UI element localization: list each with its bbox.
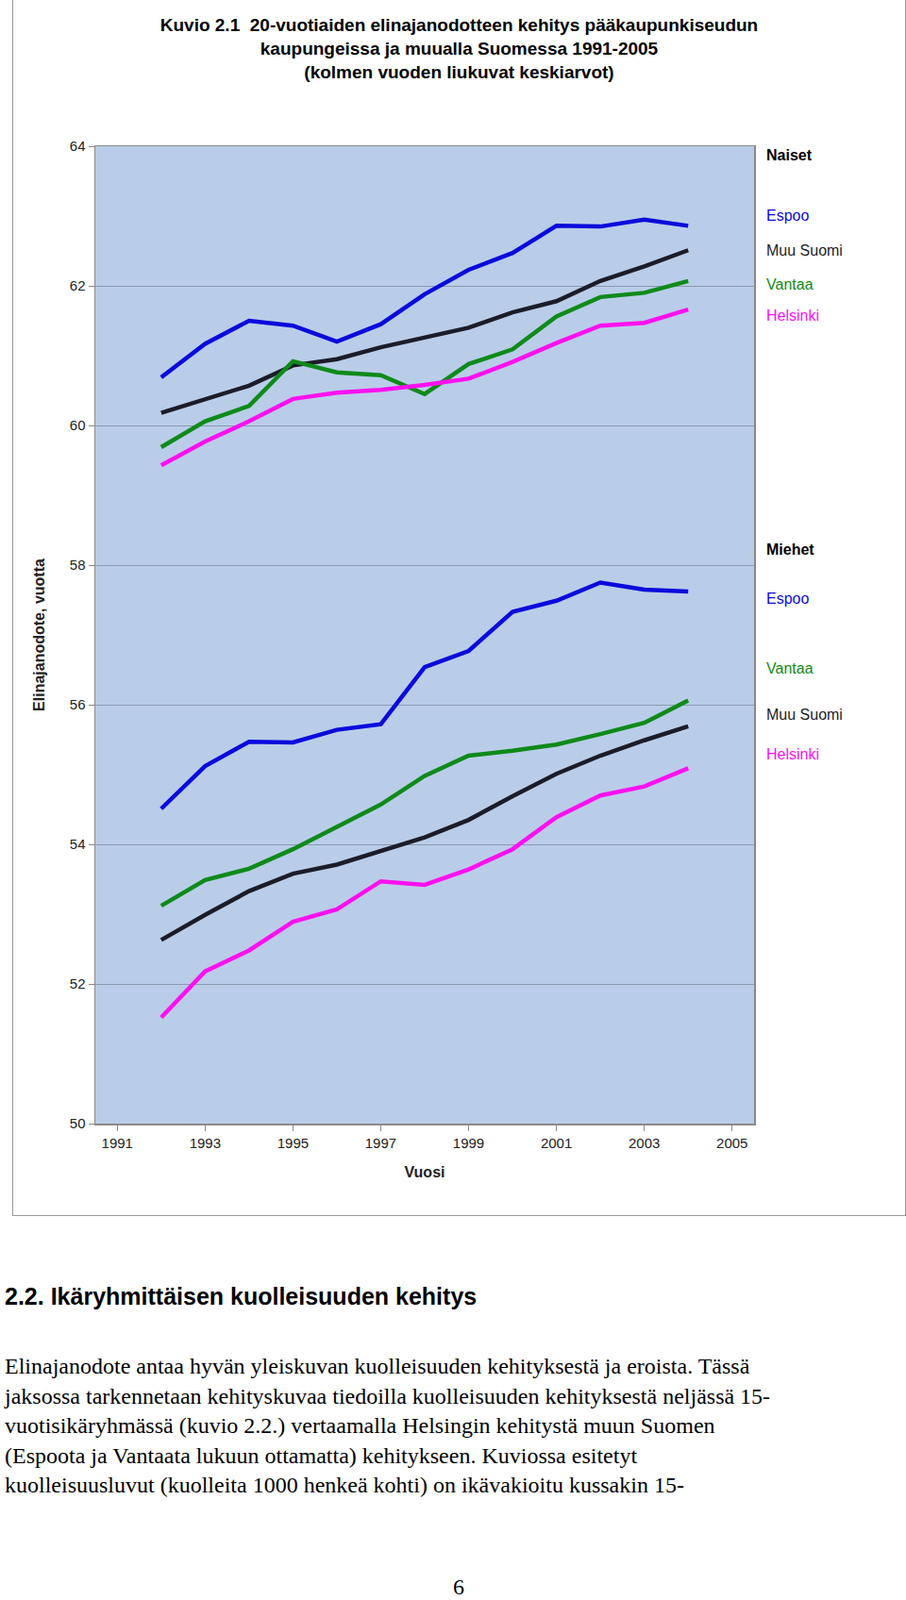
svg-text:Muu Suomi: Muu Suomi — [766, 706, 843, 723]
svg-text:2003: 2003 — [628, 1135, 660, 1152]
svg-text:Kuvio 2.1 20-vuotiaiden elina: Kuvio 2.1 20-vuotiaiden elinajanodotteen… — [160, 15, 758, 82]
svg-text:1993: 1993 — [189, 1135, 221, 1152]
svg-text:50: 50 — [69, 1115, 86, 1132]
html-text:kuolleisuusluvut (kuolleita 10: kuolleisuusluvut (kuolleita 1000 henkeä … — [4, 1473, 685, 1498]
svg-text:Naiset: Naiset — [766, 147, 813, 164]
svg-text:1999: 1999 — [453, 1135, 485, 1152]
svg-text:1997: 1997 — [365, 1135, 397, 1152]
html-text:6: 6 — [453, 1575, 465, 1600]
svg-text:60: 60 — [69, 417, 86, 434]
svg-text:Miehet: Miehet — [766, 541, 815, 558]
svg-text:Vantaa: Vantaa — [766, 660, 814, 677]
svg-text:52: 52 — [69, 975, 86, 992]
svg-text:Muu Suomi: Muu Suomi — [766, 242, 843, 259]
svg-text:Helsinki: Helsinki — [766, 307, 820, 324]
html-text:vuotisikäryhmässä (kuvio 2.2.): vuotisikäryhmässä (kuvio 2.2.) vertaamal… — [4, 1413, 715, 1439]
svg-text:2005: 2005 — [716, 1135, 748, 1152]
svg-text:2001: 2001 — [540, 1135, 572, 1152]
svg-text:Elinajanodote, vuotta: Elinajanodote, vuotta — [31, 558, 48, 712]
html-text:2.2. Ikäryhmittäisen kuolleisu: 2.2. Ikäryhmittäisen kuolleisuuden kehit… — [4, 1283, 477, 1310]
svg-text:56: 56 — [69, 696, 86, 713]
html-text:jaksossa tarkennetaan kehitysk: jaksossa tarkennetaan kehityskuvaa tiedo… — [4, 1384, 771, 1409]
svg-text:54: 54 — [69, 836, 86, 853]
html-text:Elinajanodote antaa hyvän ylei: Elinajanodote antaa hyvän yleiskuvan kuo… — [4, 1354, 750, 1379]
svg-text:Helsinki: Helsinki — [766, 746, 820, 763]
svg-text:Vantaa: Vantaa — [766, 276, 814, 293]
svg-text:Espoo: Espoo — [766, 590, 809, 607]
svg-text:Vuosi: Vuosi — [404, 1164, 446, 1181]
svg-text:62: 62 — [69, 277, 86, 294]
svg-text:Espoo: Espoo — [766, 207, 809, 224]
svg-text:64: 64 — [69, 137, 86, 154]
svg-text:1991: 1991 — [101, 1135, 134, 1152]
svg-text:1995: 1995 — [277, 1135, 309, 1152]
svg-text:58: 58 — [69, 556, 86, 573]
html-text:(Espoota ja Vantaata lukuun ot: (Espoota ja Vantaata lukuun ottamatta) k… — [4, 1443, 638, 1469]
